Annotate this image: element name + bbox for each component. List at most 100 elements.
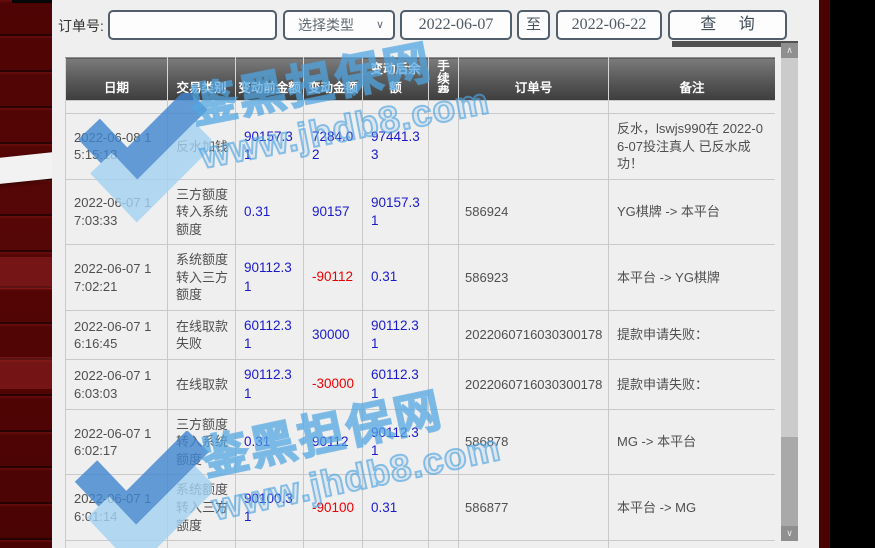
date-to-input[interactable]: 2022-06-22 bbox=[556, 10, 662, 40]
cell-remark: YG棋牌 -> 本平台 bbox=[608, 178, 775, 246]
sidebar-active-band bbox=[0, 151, 52, 185]
cell-remark: 反水，lswjs990在 2022-06-07投注真人 已反水成功！ bbox=[608, 113, 775, 180]
cell-before-amount: 90112.31 bbox=[235, 244, 304, 311]
table-row: 2022-06-07 16:01:14 系统额度转入三方额度 90100.31 … bbox=[65, 474, 775, 542]
cell-change-amount: 90100 bbox=[303, 540, 363, 548]
cell-before-amount: 90112.31 bbox=[235, 359, 304, 410]
table-row: 2022-06-08 15:15:18 反水加钱 90157.31 7284.0… bbox=[65, 113, 775, 180]
cell-type: 反水加钱 bbox=[167, 113, 236, 180]
cell-fee bbox=[428, 178, 459, 246]
cell-order-number: 586877 bbox=[458, 474, 609, 542]
chevron-down-icon: ∨ bbox=[375, 19, 384, 31]
table-row: 2022-06-07 16:02:17 三方额度转入系统额度 0.31 9011… bbox=[65, 408, 775, 476]
cell-type: 在线取款失败 bbox=[167, 309, 236, 361]
cell-order-number: 2022060716030300178 bbox=[458, 359, 609, 410]
cell-fee bbox=[428, 408, 459, 476]
cell-date: 2022-06-07 17:02:21 bbox=[65, 244, 168, 311]
cell-after-balance: 60112.31 bbox=[362, 359, 429, 410]
cell-after-balance: 90112.31 bbox=[362, 309, 429, 361]
table-row: 2022-06-07 17:03:33 三方额度转入系统额度 0.31 9015… bbox=[65, 178, 775, 246]
header-remark: 备注 bbox=[608, 57, 775, 101]
cell-date: 2022-06-07 16:02:17 bbox=[65, 408, 168, 476]
sidebar-item-highlight bbox=[0, 257, 52, 289]
header-change: 变动金额 bbox=[303, 57, 363, 101]
date-from-input[interactable]: 2022-06-07 bbox=[400, 10, 512, 40]
cell-fee bbox=[428, 113, 459, 180]
cell-before-amount: 0.31 bbox=[235, 540, 304, 548]
type-select[interactable]: 选择类型 ∨ bbox=[283, 10, 395, 40]
cell-after-balance: 0.31 bbox=[362, 474, 429, 542]
transactions-table: 日期 交易类别 变动前金额 变动金额 变动后余额 手续费 订单号 备注 bbox=[65, 57, 775, 548]
cell-type: 三方额度转入系统额度 bbox=[167, 408, 236, 476]
sidebar-item-highlight bbox=[0, 357, 52, 389]
query-button[interactable]: 查 询 bbox=[668, 10, 787, 40]
header-order: 订单号 bbox=[458, 57, 609, 101]
cell-before-amount: 0.31 bbox=[235, 178, 304, 246]
cell-fee bbox=[428, 359, 459, 410]
cell-order-number: 2022060715213900167 bbox=[458, 540, 609, 548]
cell-remark: 提款申请失败： bbox=[608, 309, 775, 361]
cell-date: 2022-06-07 16:03:03 bbox=[65, 359, 168, 410]
cell-after-balance: 90100.31 bbox=[362, 540, 429, 548]
cell-fee bbox=[428, 309, 459, 361]
table-row: 2022-06-07 15:37:06 在线取款失败 0.31 90100 90… bbox=[65, 540, 775, 548]
main-content: 订单号: 选择类型 ∨ 2022-06-07 至 2022-06-22 查 询 … bbox=[52, 0, 819, 548]
cell-change-amount: -90112 bbox=[303, 244, 363, 311]
cell-type: 系统额度转入三方额度 bbox=[167, 244, 236, 311]
left-nav-sidebar[interactable] bbox=[0, 0, 52, 548]
cell-fee bbox=[428, 244, 459, 311]
table-row: 2022-06-07 17:02:21 系统额度转入三方额度 90112.31 … bbox=[65, 244, 775, 311]
table-header-row: 日期 交易类别 变动前金额 变动金额 变动后余额 手续费 订单号 备注 bbox=[65, 57, 775, 101]
cell-after-balance: 97441.33 bbox=[362, 113, 429, 180]
cell-order-number: 586878 bbox=[458, 408, 609, 476]
transactions-table-wrap: 日期 交易类别 变动前金额 变动金额 变动后余额 手续费 订单号 备注 bbox=[65, 57, 775, 548]
cell-date: 2022-06-07 16:01:14 bbox=[65, 474, 168, 542]
order-number-label: 订单号: bbox=[58, 18, 104, 34]
header-after: 变动后余额 bbox=[362, 57, 429, 101]
cell-change-amount: 90112 bbox=[303, 408, 363, 476]
cell-change-amount: -90100 bbox=[303, 474, 363, 542]
cell-before-amount: 90100.31 bbox=[235, 474, 304, 542]
cell-date: 2022-06-07 17:03:33 bbox=[65, 178, 168, 246]
cell-type: 在线取款 bbox=[167, 359, 236, 410]
scrollbar-thumb[interactable] bbox=[781, 437, 798, 526]
filter-bar: 订单号: 选择类型 ∨ 2022-06-07 至 2022-06-22 查 询 bbox=[52, 0, 819, 50]
cell-date: 2022-06-08 15:15:18 bbox=[65, 113, 168, 180]
cell-remark: 提款申请失败： bbox=[608, 540, 775, 548]
right-black-area bbox=[830, 0, 875, 548]
cell-order-number bbox=[458, 113, 609, 180]
vertical-scrollbar[interactable]: ∧ ∨ bbox=[781, 43, 798, 541]
header-before: 变动前金额 bbox=[235, 57, 304, 101]
cell-before-amount: 0.31 bbox=[235, 408, 304, 476]
cell-remark: 本平台 -> MG bbox=[608, 474, 775, 542]
cell-change-amount: 30000 bbox=[303, 309, 363, 361]
header-fee: 手续费 bbox=[428, 57, 459, 101]
cell-before-amount: 60112.31 bbox=[235, 309, 304, 361]
cell-remark: 本平台 -> YG棋牌 bbox=[608, 244, 775, 311]
cell-after-balance: 90112.31 bbox=[362, 408, 429, 476]
cell-change-amount: -30000 bbox=[303, 359, 363, 410]
cell-date: 2022-06-07 16:16:45 bbox=[65, 309, 168, 361]
cell-before-amount: 90157.31 bbox=[235, 113, 304, 180]
partial-scrolled-row bbox=[65, 100, 775, 114]
cell-after-balance: 0.31 bbox=[362, 244, 429, 311]
cell-order-number: 2022060716030300178 bbox=[458, 309, 609, 361]
cell-fee bbox=[428, 540, 459, 548]
scroll-up-icon[interactable]: ∧ bbox=[781, 43, 798, 58]
table-body: 2022-06-08 15:15:18 反水加钱 90157.31 7284.0… bbox=[65, 100, 775, 548]
date-range-separator: 至 bbox=[517, 10, 550, 40]
top-notch-decoration bbox=[12, 0, 52, 3]
table-row: 2022-06-07 16:03:03 在线取款 90112.31 -30000… bbox=[65, 359, 775, 410]
cell-date: 2022-06-07 15:37:06 bbox=[65, 540, 168, 548]
cell-order-number: 586924 bbox=[458, 178, 609, 246]
cell-remark: 提款申请失败： bbox=[608, 359, 775, 410]
order-number-input[interactable] bbox=[108, 10, 277, 40]
cell-order-number: 586923 bbox=[458, 244, 609, 311]
scroll-down-icon[interactable]: ∨ bbox=[781, 526, 798, 541]
cell-type: 三方额度转入系统额度 bbox=[167, 178, 236, 246]
cell-type: 在线取款失败 bbox=[167, 540, 236, 548]
header-shadow-strip bbox=[672, 41, 798, 47]
cell-after-balance: 90157.31 bbox=[362, 178, 429, 246]
cell-type: 系统额度转入三方额度 bbox=[167, 474, 236, 542]
table-row: 2022-06-07 16:16:45 在线取款失败 60112.31 3000… bbox=[65, 309, 775, 361]
